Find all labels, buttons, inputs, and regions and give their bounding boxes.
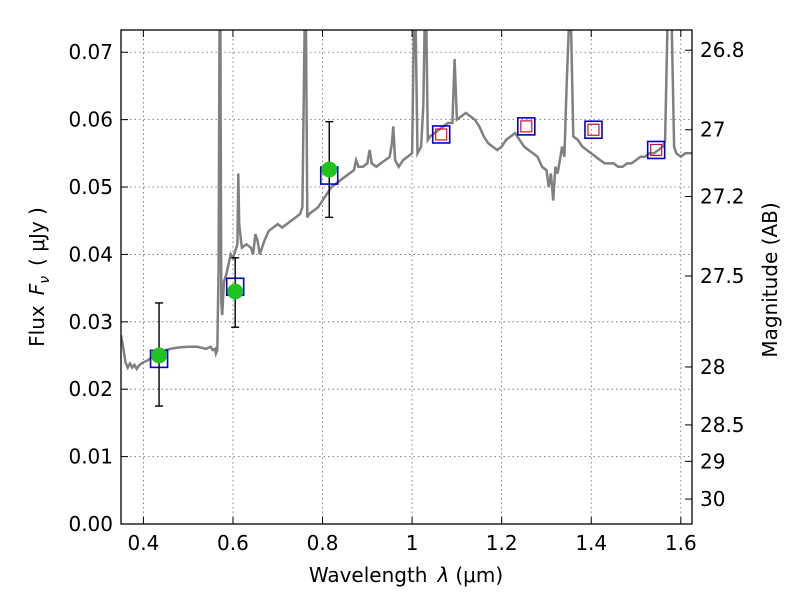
y-tick-labels: 0.00 0.01 0.02 0.03 0.04 0.05 0.06 0.07 [68,40,113,536]
observed-point [321,161,338,178]
y-tick-label: 0.07 [68,40,113,64]
upper-limit-markers [435,120,663,157]
x-axis-title: Wavelength λ (μm) [309,563,503,587]
axis-ticks [121,30,692,525]
band-square [646,140,666,160]
x-tick-label: 0.4 [127,531,159,555]
band-square [431,125,451,144]
limit-square [587,123,600,136]
right-tick-label: 27.2 [700,184,745,208]
x-tick-label: 1.4 [575,531,607,555]
x-tick-labels: 0.4 0.6 0.8 1 1.2 1.4 1.6 [127,531,696,555]
plot-frame [120,29,693,525]
x-tick-label: 0.8 [307,531,339,555]
grid [121,30,692,524]
y-axis-title: FluxFν( μJy ) [25,207,53,347]
y-tick-label: 0.00 [68,512,113,536]
right-tick-label: 30 [700,487,725,511]
right-tick-label: 28 [700,355,725,379]
right-axis-title: Magnitude (AB) [758,202,782,357]
band-square [516,117,536,136]
observed-point [227,283,244,300]
right-tick-label: 29 [700,449,725,473]
limit-square [435,128,448,141]
spectrum-line [121,30,692,372]
right-tick-label: 27.5 [700,264,745,288]
x-tick-label: 1.2 [486,531,518,555]
y-tick-label: 0.06 [68,108,113,132]
observed-points [151,120,338,407]
y-tick-label: 0.02 [68,377,113,401]
observed-point [151,347,168,364]
y-tick-label: 0.03 [68,310,113,334]
x-tick-label: 1 [406,531,419,555]
band-square [584,120,603,140]
x-tick-label: 0.6 [217,531,249,555]
right-tick-label: 26.8 [700,38,745,62]
right-tick-label: 28.5 [700,413,745,437]
y-tick-label: 0.05 [68,175,113,199]
limit-square [520,120,533,133]
x-tick-label: 1.6 [665,531,697,555]
right-tick-labels: 26.8 27 27.2 27.5 28 28.5 29 30 [700,38,745,511]
right-tick-label: 27 [700,118,725,142]
y-tick-label: 0.01 [68,445,113,469]
y-tick-label: 0.04 [68,242,113,266]
limit-square [650,143,663,157]
